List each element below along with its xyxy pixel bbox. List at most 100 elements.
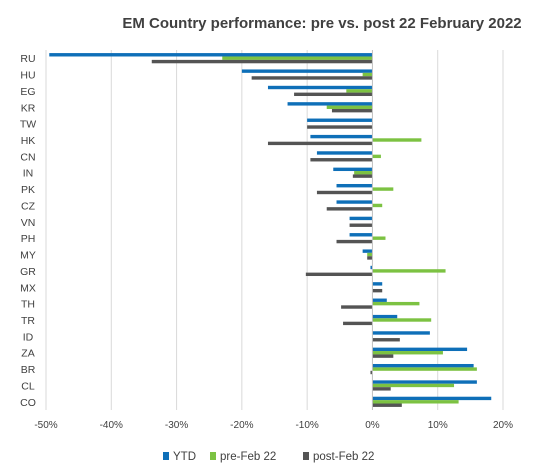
legend-label-ytd: YTD [173,451,196,463]
gridlines [45,50,504,410]
bar-pre-feb-22-in [354,171,373,175]
x-tick-label: -20% [230,420,253,431]
bar-ytd-my [362,249,373,253]
category-label-hk: HK [21,135,36,147]
legend: YTD pre-Feb 22 post-Feb 22 [163,451,374,463]
bar-ytd-mx [372,282,383,286]
bar-ytd-ph [349,233,373,237]
category-label-eg: EG [20,86,35,98]
x-tick-label: 10% [428,420,448,431]
bar-post-feb-22-tw [307,125,373,129]
legend-label-post-feb-22: post-Feb 22 [313,451,374,463]
bars [49,53,492,407]
bar-pre-feb-22-co [372,400,459,404]
bar-pre-feb-22-gr [372,269,446,273]
x-tick-label: -30% [165,420,188,431]
bar-post-feb-22-ru [151,59,373,64]
bar-pre-feb-22-ru [222,56,373,60]
bar-post-feb-22-in [352,174,373,178]
bar-ytd-pk [336,183,373,188]
bar-pre-feb-22-hu [362,72,373,77]
bar-post-feb-22-vn [349,223,373,227]
x-tick-label: -50% [34,420,57,431]
category-labels: RU HU EG KR TW HK CN IN PK CZ VN PH MY GR MX TH TR ID ZA BR… [20,53,36,409]
bar-pre-feb-22-za [372,351,443,355]
bar-ytd-hu [241,69,373,73]
category-label-pk: PK [21,184,35,196]
category-label-hu: HU [20,70,35,82]
category-label-my: MY [20,250,36,262]
bar-ytd-th [372,298,387,302]
x-tick-label: 20% [493,420,513,431]
bar-pre-feb-22-cz [372,203,383,208]
legend-label-pre-feb-22: pre-Feb 22 [220,451,276,463]
x-tick-labels: -50% -40% -30% -20% -10% 0% 10% 20% [34,420,513,431]
x-tick-label: 0% [365,420,380,431]
bar-post-feb-22-pk [316,190,373,195]
category-label-tr: TR [21,315,35,327]
category-label-id: ID [23,331,34,343]
category-label-gr: GR [20,266,36,278]
x-tick-label: -10% [295,420,318,431]
category-label-br: BR [21,364,36,376]
bar-ytd-co [372,396,492,401]
bar-post-feb-22-ph [336,239,373,244]
bar-pre-feb-22-pk [372,187,394,191]
bar-post-feb-22-cz [326,207,373,211]
bar-pre-feb-22-cn [372,154,381,159]
bar-post-feb-22-eg [294,92,373,97]
bar-ytd-cl [372,380,477,384]
category-label-in: IN [23,168,34,180]
category-label-tw: TW [20,119,36,131]
bar-ytd-tr [372,314,398,319]
bar-ytd-in [333,167,373,172]
bar-ytd-vn [349,216,373,221]
category-label-za: ZA [21,348,34,360]
bar-post-feb-22-id [372,338,400,342]
category-label-cz: CZ [21,200,36,212]
bar-post-feb-22-kr [331,108,373,113]
bar-post-feb-22-hk [267,141,373,146]
bar-post-feb-22-hu [251,76,373,80]
bar-pre-feb-22-th [372,301,420,306]
bar-post-feb-22-my [367,256,373,260]
bar-pre-feb-22-cl [372,383,455,388]
category-label-cl: CL [21,380,35,392]
bar-pre-feb-22-br [372,367,477,371]
bar-post-feb-22-gr [305,272,373,277]
bar-post-feb-22-za [372,354,394,358]
legend-swatch-post-feb-22 [303,452,309,460]
bar-pre-feb-22-ph [372,236,386,240]
bar-ytd-hk [310,134,373,139]
bar-post-feb-22-cn [310,158,373,162]
bar-post-feb-22-br [370,370,373,375]
bar-ytd-cz [336,200,373,204]
category-label-mx: MX [20,282,36,294]
bar-post-feb-22-co [372,403,402,407]
legend-swatch-ytd [163,452,169,460]
bar-ytd-ru [49,53,373,57]
bar-post-feb-22-th [341,305,373,309]
category-label-th: TH [21,299,35,311]
bar-pre-feb-22-my [367,252,373,257]
x-tick-label: -40% [100,420,123,431]
bar-pre-feb-22-eg [346,89,373,93]
bar-pre-feb-22-tr [372,318,432,322]
bar-pre-feb-22-hk [372,138,422,142]
bar-ytd-gr [370,265,373,270]
category-label-vn: VN [21,217,36,229]
category-label-ph: PH [21,233,36,245]
chart-title: EM Country performance: pre vs. post 22 … [122,15,521,32]
bar-ytd-cn [316,151,373,155]
bar-ytd-za [372,347,468,352]
bar-pre-feb-22-kr [326,105,373,109]
category-label-kr: KR [21,102,36,114]
bar-ytd-id [372,331,430,335]
bar-ytd-eg [267,85,373,90]
bar-post-feb-22-cl [372,387,391,391]
legend-swatch-pre-feb-22 [210,452,216,460]
category-label-cn: CN [20,151,35,163]
category-label-co: CO [20,397,36,409]
